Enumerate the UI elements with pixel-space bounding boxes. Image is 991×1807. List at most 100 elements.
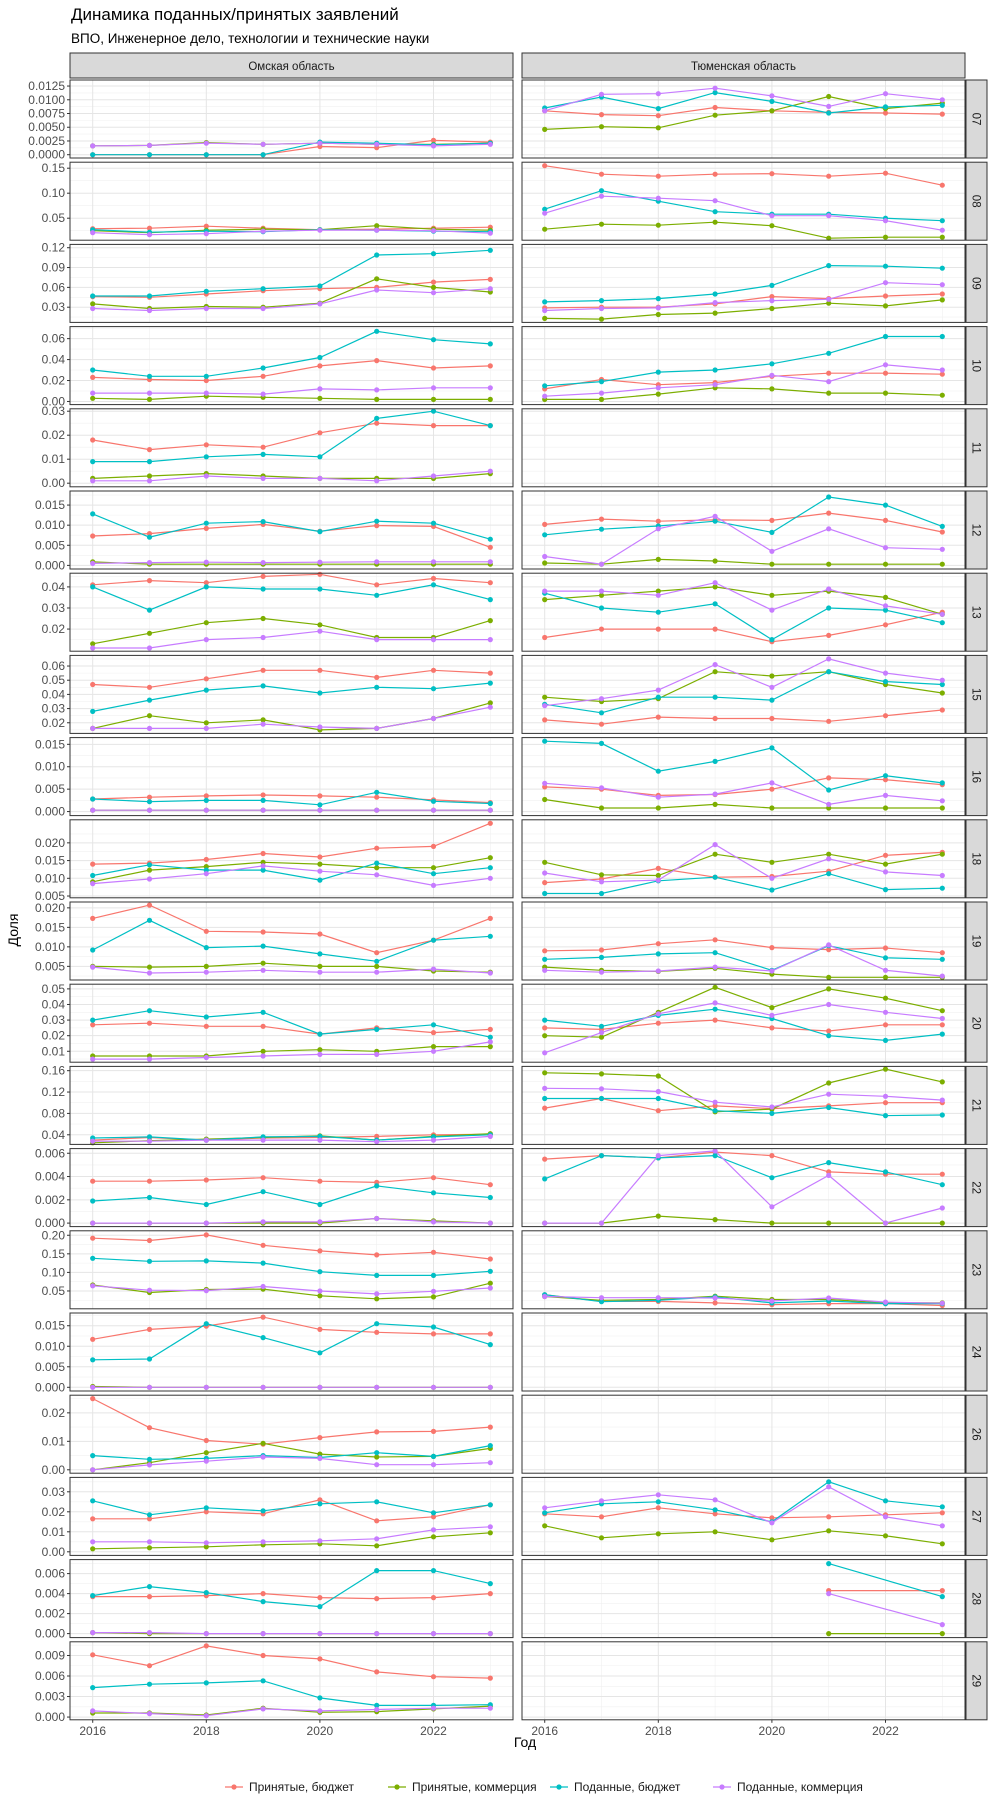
data-point bbox=[317, 690, 323, 696]
y-tick-label: 0.06 bbox=[42, 332, 66, 346]
series-line bbox=[544, 1525, 943, 1545]
series-line bbox=[92, 1445, 491, 1460]
panel bbox=[521, 654, 966, 734]
y-tick-label: 0.004 bbox=[35, 1170, 65, 1184]
data-point bbox=[712, 291, 718, 297]
data-point bbox=[542, 1293, 548, 1300]
data-point bbox=[374, 328, 380, 334]
data-point bbox=[487, 807, 493, 813]
data-point bbox=[939, 681, 945, 688]
data-point bbox=[487, 1581, 493, 1587]
data-point bbox=[769, 305, 775, 312]
data-point bbox=[203, 969, 209, 975]
data-point bbox=[826, 656, 832, 662]
data-point bbox=[939, 1510, 945, 1516]
data-point bbox=[90, 511, 96, 517]
data-point bbox=[712, 601, 718, 607]
data-point bbox=[598, 785, 605, 791]
data-point bbox=[90, 1235, 96, 1241]
data-point bbox=[826, 1091, 832, 1097]
data-point bbox=[90, 478, 96, 484]
data-point bbox=[317, 1538, 323, 1544]
data-point bbox=[487, 700, 493, 706]
data-point bbox=[430, 1674, 437, 1680]
data-point bbox=[542, 299, 548, 305]
data-point bbox=[90, 1467, 96, 1473]
data-point bbox=[260, 1023, 266, 1029]
data-point bbox=[939, 392, 945, 398]
data-point bbox=[769, 805, 775, 811]
data-point bbox=[769, 361, 775, 367]
data-point bbox=[712, 85, 718, 91]
chart-title: Динамика поданных/принятых заявлений bbox=[71, 5, 399, 24]
data-point bbox=[598, 1071, 605, 1077]
panel-background bbox=[522, 573, 965, 652]
data-point bbox=[374, 1454, 380, 1460]
data-point bbox=[487, 1342, 493, 1348]
data-point bbox=[430, 1568, 437, 1574]
data-point bbox=[769, 715, 775, 722]
data-point bbox=[146, 232, 153, 238]
panel-background bbox=[522, 1559, 965, 1638]
data-point bbox=[90, 152, 96, 158]
data-point bbox=[487, 1384, 493, 1390]
data-point bbox=[542, 796, 548, 803]
data-point bbox=[203, 1643, 209, 1649]
data-point bbox=[882, 234, 889, 240]
data-point bbox=[655, 768, 661, 774]
panel: 0.00 0.02 0.04 0.06 bbox=[42, 326, 514, 408]
data-point bbox=[203, 807, 209, 813]
data-point bbox=[146, 1630, 153, 1636]
legend-item-label: Принятые, коммерция bbox=[412, 1780, 537, 1794]
data-point bbox=[374, 860, 380, 866]
series-line bbox=[544, 945, 943, 971]
data-point bbox=[598, 124, 605, 130]
data-point bbox=[655, 1011, 661, 1017]
data-point bbox=[487, 680, 493, 686]
data-point bbox=[769, 386, 775, 392]
data-point bbox=[203, 1384, 209, 1390]
data-point bbox=[598, 969, 605, 975]
data-point bbox=[712, 1300, 718, 1306]
facet-row-20: 0.010.02 0.03 0.040.05 20 bbox=[42, 982, 988, 1063]
data-point bbox=[317, 1201, 323, 1208]
panel-background bbox=[70, 1313, 513, 1391]
data-point bbox=[90, 437, 96, 443]
legend-key-point bbox=[719, 1784, 725, 1790]
data-point bbox=[260, 721, 266, 727]
panel-border bbox=[521, 1476, 966, 1556]
data-point bbox=[203, 1220, 209, 1226]
data-point bbox=[542, 859, 548, 865]
data-point bbox=[939, 851, 945, 857]
series-line bbox=[544, 873, 943, 895]
data-point bbox=[374, 420, 380, 426]
data-point bbox=[203, 945, 209, 951]
facet-strip-row-label: 09 bbox=[970, 277, 982, 290]
data-point bbox=[146, 142, 153, 148]
data-point bbox=[826, 510, 832, 516]
data-point bbox=[203, 637, 209, 643]
y-tick-label: 0.02 bbox=[42, 1029, 66, 1043]
data-point bbox=[430, 1510, 437, 1516]
data-point bbox=[542, 870, 548, 876]
facet-strip-row-label: 28 bbox=[970, 1592, 982, 1605]
data-point bbox=[882, 561, 889, 567]
data-point bbox=[146, 1134, 153, 1140]
panel-border bbox=[69, 1641, 514, 1721]
data-point bbox=[90, 1017, 96, 1023]
y-tick-label: 0.006 bbox=[35, 1146, 65, 1160]
data-point bbox=[487, 704, 493, 710]
data-point bbox=[487, 820, 493, 826]
data-point bbox=[203, 1590, 209, 1596]
series-line bbox=[544, 195, 943, 231]
data-point bbox=[430, 385, 437, 391]
data-point bbox=[598, 805, 605, 811]
data-point bbox=[939, 1588, 945, 1594]
data-point bbox=[317, 969, 323, 975]
data-point bbox=[146, 1516, 153, 1522]
series-line bbox=[544, 558, 943, 565]
data-point bbox=[712, 518, 718, 524]
data-point bbox=[487, 580, 493, 586]
series-line bbox=[544, 106, 943, 117]
panel-border bbox=[521, 983, 966, 1063]
